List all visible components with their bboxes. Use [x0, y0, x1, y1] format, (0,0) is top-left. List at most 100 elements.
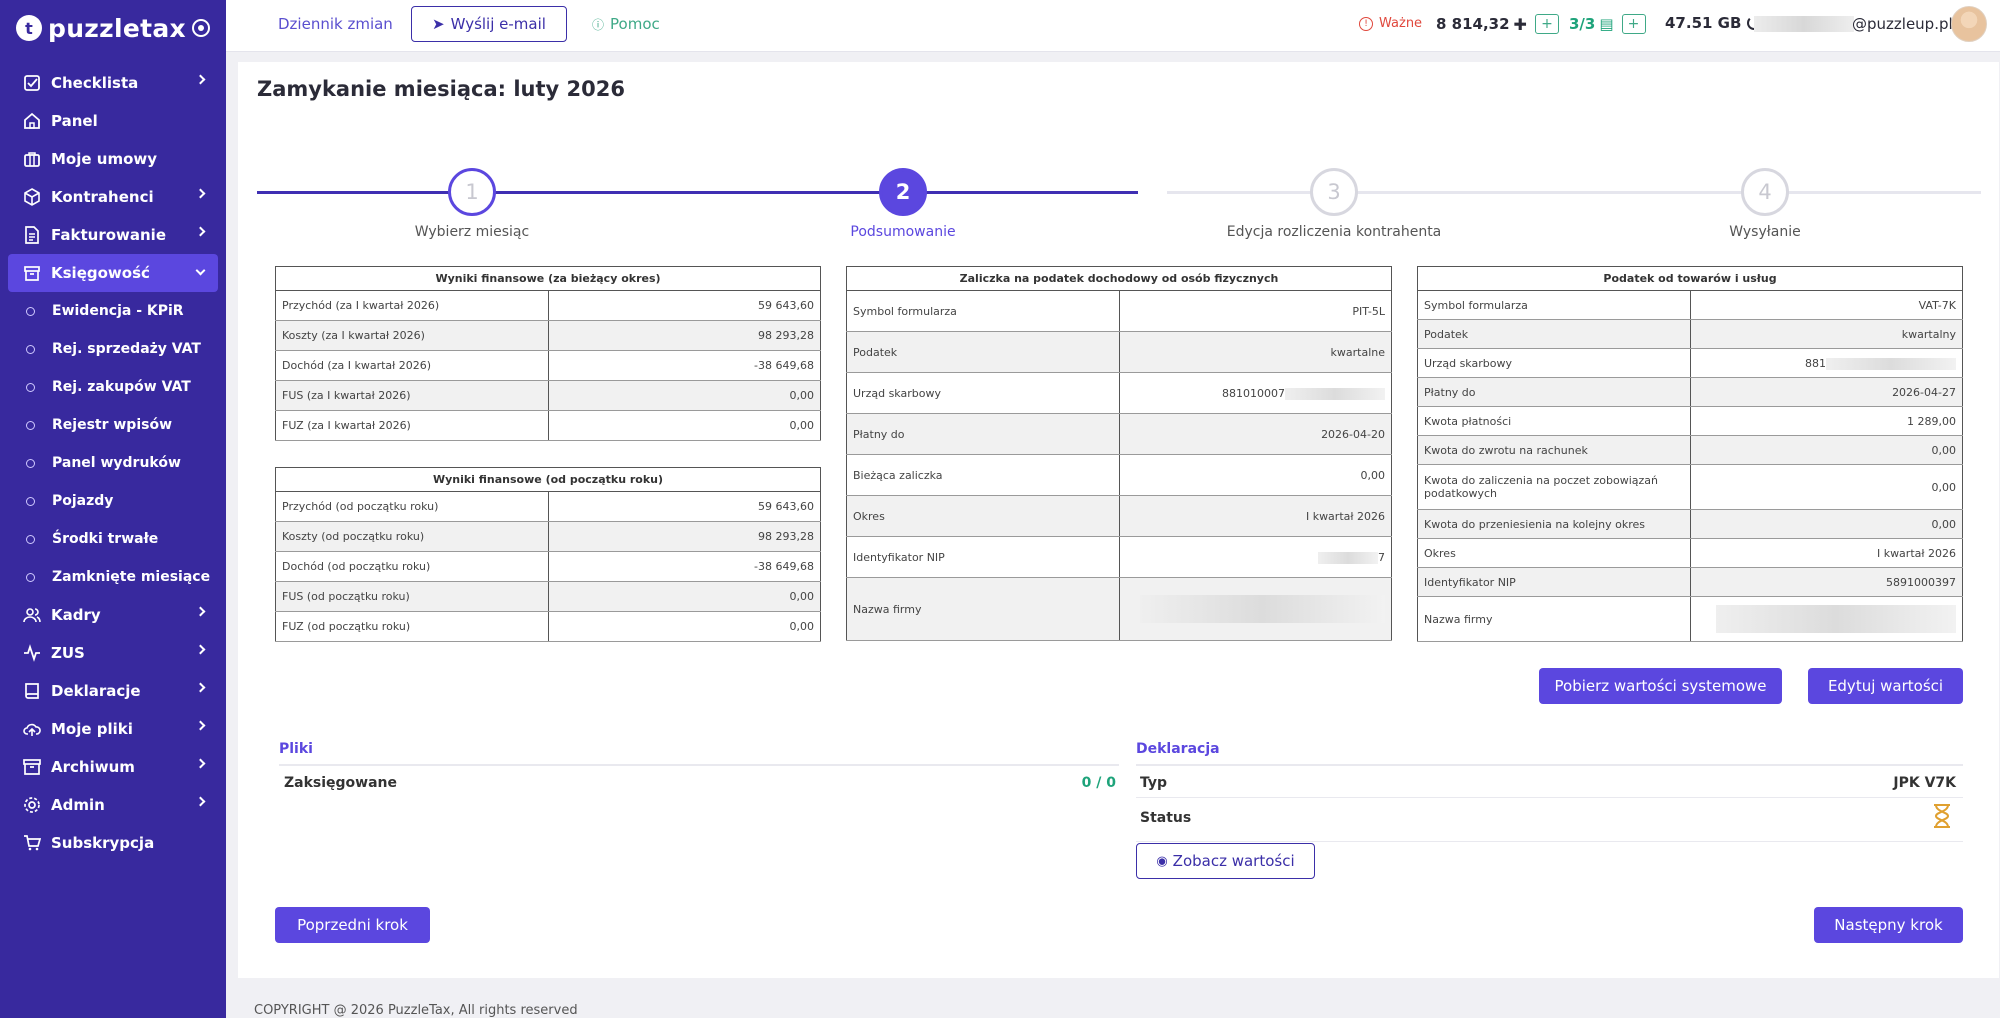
sidebar-subitem-rejestr-wpisow[interactable]: Rejestr wpisów	[0, 406, 226, 444]
sidebar-item-label: Kadry	[51, 606, 101, 624]
fin-current-table: Wyniki finansowe (za bieżący okres) Przy…	[275, 266, 821, 441]
sidebar-item-kontrahenci[interactable]: Kontrahenci	[0, 178, 226, 216]
users-icon	[22, 605, 42, 625]
sidebar-item-moje-umowy[interactable]: Moje umowy	[0, 140, 226, 178]
chevron-right-icon	[195, 606, 206, 617]
email-redacted	[1754, 16, 1854, 32]
step-4-label: Wysyłanie	[1729, 224, 1801, 240]
next-step-button[interactable]: Następny krok	[1814, 907, 1963, 943]
sidebar-item-label: Archiwum	[51, 758, 135, 776]
previous-step-button[interactable]: Poprzedni krok	[275, 907, 430, 943]
sidebar-subitem-srodki-trwale[interactable]: Środki trwałe	[0, 520, 226, 558]
table-cell-value: 59 643,60	[548, 491, 821, 522]
footer-copyright: COPYRIGHT @ 2026 PuzzleTax, All rights r…	[254, 1003, 578, 1018]
table-cell-label: FUZ (od początku roku)	[275, 611, 549, 642]
help-icon: ⓘ	[592, 18, 605, 32]
changelog-link[interactable]: Dziennik zmian	[278, 15, 393, 33]
sidebar-item-ksiegowosc[interactable]: Księgowość	[8, 254, 218, 292]
table-cell-label: Nazwa firmy	[846, 577, 1120, 641]
pit-table: Zaliczka na podatek dochodowy od osób fi…	[846, 266, 1392, 641]
checklist-icon	[22, 73, 42, 93]
step-4-circle[interactable]: 4	[1741, 168, 1789, 216]
file-icon: ▤	[1599, 15, 1614, 33]
avatar[interactable]	[1951, 6, 1987, 42]
cloud-upload-icon	[22, 719, 42, 739]
step-2-circle[interactable]: 2	[879, 168, 927, 216]
edit-values-button[interactable]: Edytuj wartości	[1808, 668, 1963, 704]
table-cell-value: 0,00	[548, 611, 821, 642]
table-cell-label: Podatek	[846, 331, 1120, 373]
chevron-right-icon	[195, 720, 206, 731]
step-1-label: Wybierz miesiąc	[414, 224, 530, 240]
sidebar-subitem-ewidencja[interactable]: Ewidencja - KPiR	[0, 292, 226, 330]
step-3-circle[interactable]: 3	[1310, 168, 1358, 216]
sidebar: t puzzletax Checklista Panel Moje umowy …	[0, 0, 226, 1018]
add-points-button[interactable]: +	[1534, 14, 1559, 34]
step-1-circle[interactable]: 1	[448, 168, 496, 216]
sidebar-item-label: Panel	[51, 112, 98, 130]
sidebar-item-deklaracje[interactable]: Deklaracje	[0, 672, 226, 710]
table-cell-label: Identyfikator NIP	[846, 536, 1120, 578]
important-link[interactable]: ! Ważne	[1359, 16, 1422, 31]
view-values-button[interactable]: ◉ Zobacz wartości	[1136, 843, 1315, 879]
redacted-mask	[1716, 605, 1956, 633]
sidebar-subitem-pojazdy[interactable]: Pojazdy	[0, 482, 226, 520]
main-card: Zamykanie miesiąca: luty 2026 1 Wybierz …	[238, 62, 1999, 978]
circle-icon	[26, 458, 35, 468]
send-email-button[interactable]: ➤ Wyślij e-mail	[411, 6, 567, 42]
sidebar-item-moje-pliki[interactable]: Moje pliki	[0, 710, 226, 748]
sidebar-subitem-panel-wydrukow[interactable]: Panel wydruków	[0, 444, 226, 482]
sidebar-subitem-rej-zakupow[interactable]: Rej. zakupów VAT	[0, 368, 226, 406]
sidebar-subitem-zamkniete-miesiace[interactable]: Zamknięte miesiące	[0, 558, 226, 596]
sidebar-item-kadry[interactable]: Kadry	[0, 596, 226, 634]
sidebar-item-fakturowanie[interactable]: Fakturowanie	[0, 216, 226, 254]
book-icon	[22, 681, 42, 701]
table-cell-value: 98 293,28	[548, 521, 821, 552]
gear-icon	[22, 795, 42, 815]
logo-row: t puzzletax	[0, 0, 226, 56]
vat-table: Podatek od towarów i usług Symbol formul…	[1417, 266, 1963, 642]
topbar: Dziennik zmian ➤ Wyślij e-mail ⓘ Pomoc ! …	[226, 0, 2000, 52]
table-cell-label: Okres	[846, 495, 1120, 537]
sidebar-item-label: ZUS	[51, 644, 85, 662]
stepper-remaining-line	[1167, 191, 1981, 194]
table-cell-label: FUS (od początku roku)	[275, 581, 549, 612]
alert-icon: !	[1359, 16, 1373, 31]
table-cell-label: Urząd skarbowy	[846, 372, 1120, 414]
chevron-right-icon	[195, 796, 206, 807]
settings-icon[interactable]	[192, 19, 210, 37]
chevron-right-icon	[195, 758, 206, 769]
box-icon	[22, 187, 42, 207]
sidebar-item-admin[interactable]: Admin	[0, 786, 226, 824]
pit-title: Zaliczka na podatek dochodowy od osób fi…	[846, 266, 1392, 291]
table-cell-label: FUZ (za I kwartał 2026)	[275, 410, 549, 441]
fetch-system-values-button[interactable]: Pobierz wartości systemowe	[1539, 668, 1782, 704]
help-link[interactable]: ⓘ Pomoc	[592, 15, 660, 33]
send-icon: ➤	[432, 15, 445, 33]
send-email-label: Wyślij e-mail	[450, 15, 546, 33]
sidebar-item-label: Checklista	[51, 74, 139, 92]
sidebar-item-zus[interactable]: ZUS	[0, 634, 226, 672]
table-cell-value: 2026-04-20	[1119, 413, 1392, 455]
table-cell-value: 0,00	[1119, 454, 1392, 496]
archive-icon	[22, 263, 42, 283]
sidebar-item-archiwum[interactable]: Archiwum	[0, 748, 226, 786]
sidebar-item-label: Moje umowy	[51, 150, 158, 168]
circle-icon	[26, 534, 35, 544]
step-2-label: Podsumowanie	[850, 224, 956, 240]
table-cell-label: Dochód (od początku roku)	[275, 551, 549, 582]
sidebar-subitem-label: Panel wydruków	[52, 455, 181, 471]
declaration-type-value: JPK V7K	[1893, 775, 1956, 791]
sidebar-item-label: Fakturowanie	[51, 226, 166, 244]
table-cell-value: I kwartał 2026	[1119, 495, 1392, 537]
table-cell-value	[1690, 596, 1963, 642]
sidebar-item-subskrypcja[interactable]: Subskrypcja	[0, 824, 226, 862]
sidebar-item-checklista[interactable]: Checklista	[0, 64, 226, 102]
sidebar-subitem-rej-sprzedazy[interactable]: Rej. sprzedaży VAT	[0, 330, 226, 368]
archive-box-icon	[22, 757, 42, 777]
booked-value: 0 / 0	[1081, 775, 1116, 791]
sidebar-item-label: Księgowość	[51, 264, 150, 282]
sidebar-item-panel[interactable]: Panel	[0, 102, 226, 140]
table-cell-label: Koszty (od początku roku)	[275, 521, 549, 552]
add-docs-button[interactable]: +	[1621, 14, 1646, 34]
